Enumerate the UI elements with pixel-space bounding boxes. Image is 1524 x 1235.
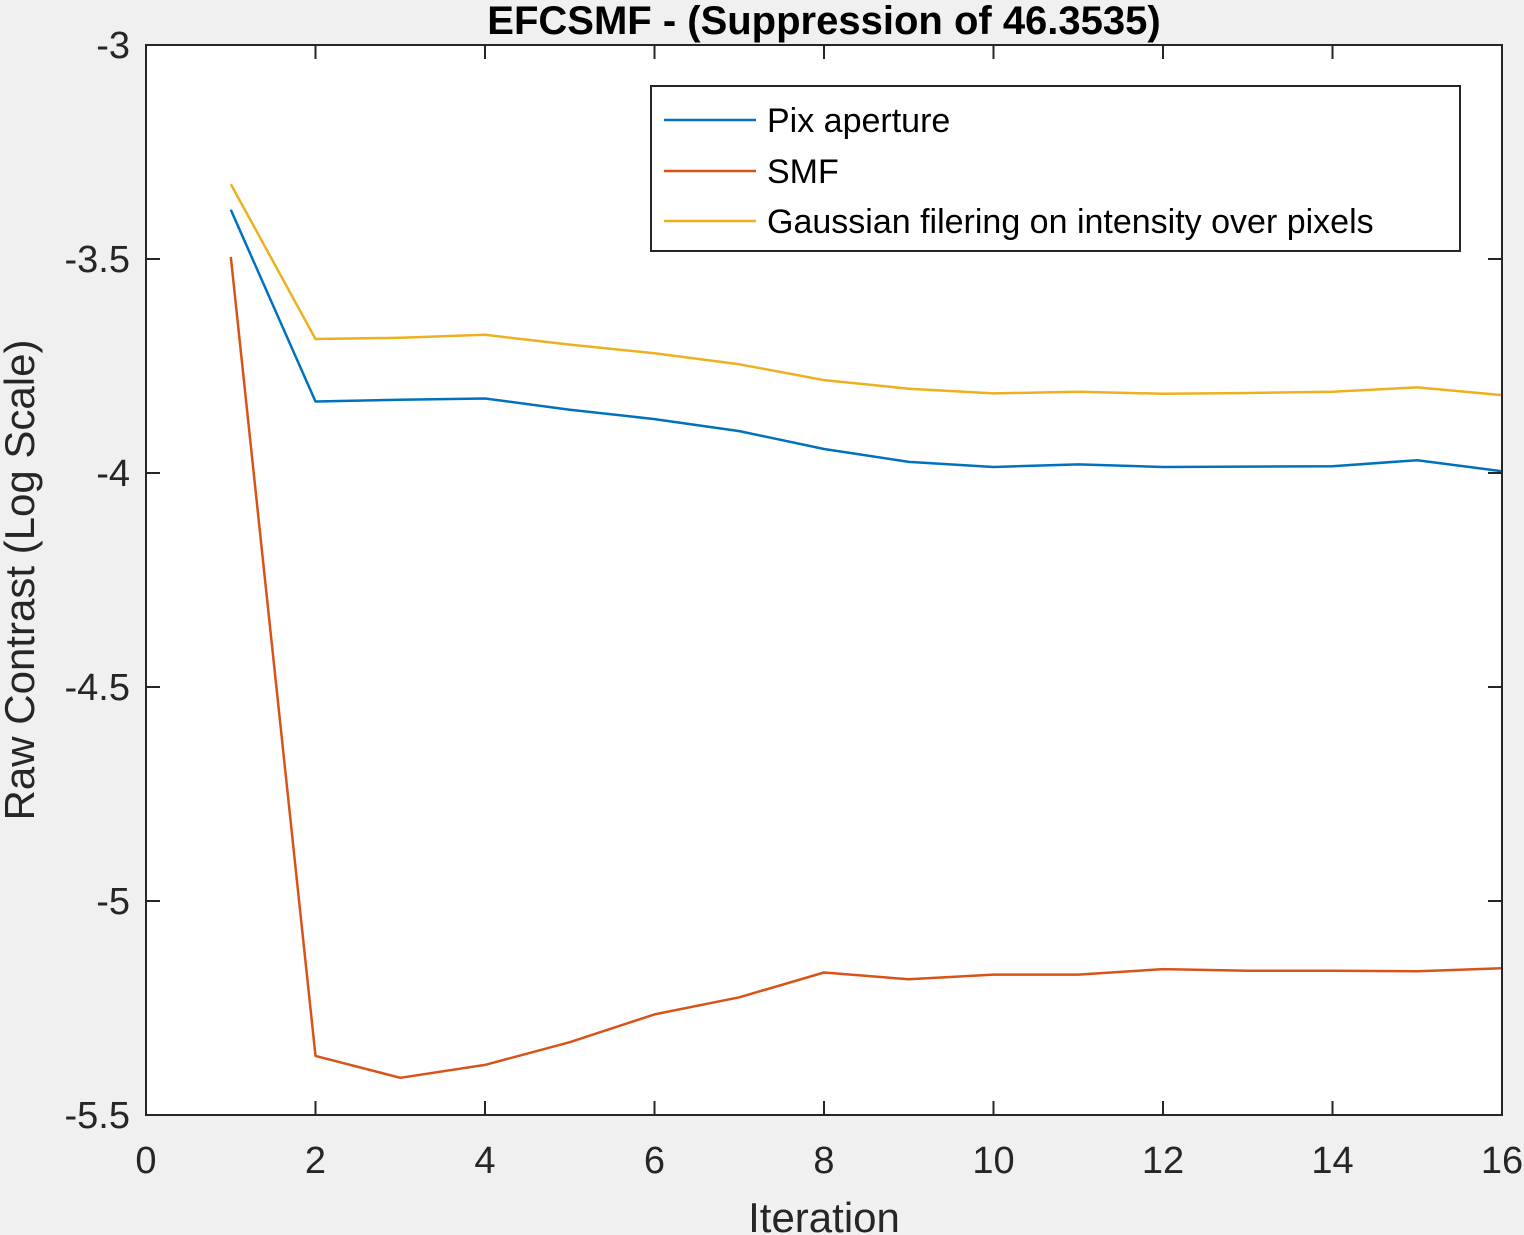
x-axis: 0 2 4 6 8 10 12 14 16 [135, 45, 1523, 1182]
legend-box [650, 85, 1461, 252]
series-line [229, 183, 1503, 397]
y-tick-label: -4.5 [65, 667, 130, 709]
y-tick-label: -3 [96, 25, 130, 67]
x-tick-label: 2 [305, 1140, 326, 1182]
x-tick-label: 14 [1311, 1140, 1353, 1182]
series-group [229, 183, 1503, 1080]
x-tick-label: 8 [813, 1140, 834, 1182]
x-tick-label: 4 [474, 1140, 495, 1182]
y-tick-label: -4 [96, 453, 130, 495]
x-tick-label: 10 [972, 1140, 1014, 1182]
y-axis-label: Raw Contrast (Log Scale) [0, 340, 43, 821]
chart-title: EFCSMF - (Suppression of 46.3535) [487, 0, 1160, 43]
legend-entry-label: SMF [767, 153, 839, 191]
y-axis: -3 -3.5 -4 -4.5 -5 -5.5 [65, 25, 1502, 1137]
x-tick-label: 6 [644, 1140, 665, 1182]
series-line [229, 256, 1503, 1080]
legend-entry-label: Pix aperture [767, 102, 950, 140]
legend: Pix aperture SMF Gaussian filering on inte… [650, 85, 1461, 252]
y-tick-label: -3.5 [65, 239, 130, 281]
y-tick-label: -5.5 [65, 1095, 130, 1137]
legend-entry-label: Gaussian filering on intensity over pixe… [767, 203, 1374, 241]
x-tick-label: 12 [1142, 1140, 1184, 1182]
x-tick-label: 0 [135, 1140, 156, 1182]
series-line [229, 209, 1503, 473]
y-tick-label: -5 [96, 881, 130, 923]
x-axis-label: Iteration [748, 1194, 900, 1235]
x-tick-label: 16 [1481, 1140, 1523, 1182]
